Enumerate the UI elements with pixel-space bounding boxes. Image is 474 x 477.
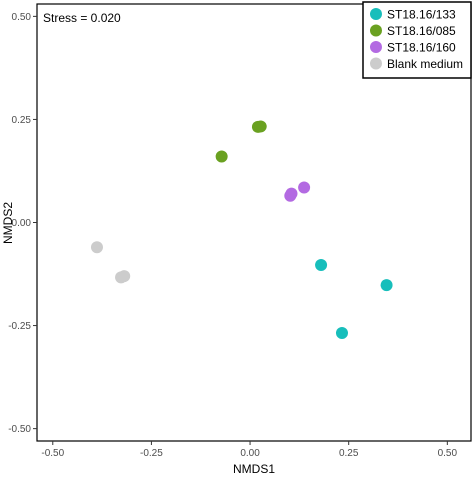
y-axis: -0.50 -0.25 0.00 0.25 0.50 bbox=[8, 12, 37, 435]
data-point bbox=[118, 270, 131, 283]
x-tick-label: -0.50 bbox=[41, 448, 64, 459]
legend-label: ST18.16/133 bbox=[387, 8, 456, 22]
x-tick-label: 0.50 bbox=[438, 448, 458, 459]
data-point bbox=[298, 181, 311, 194]
legend-label: Blank medium bbox=[387, 57, 463, 71]
x-axis-title: NMDS1 bbox=[233, 462, 275, 476]
y-tick-label: -0.50 bbox=[8, 424, 31, 435]
data-point bbox=[90, 241, 103, 254]
legend: ST18.16/133 ST18.16/085 ST18.16/160 Blank m… bbox=[362, 1, 472, 79]
data-point bbox=[254, 120, 267, 133]
data-point bbox=[315, 258, 328, 271]
y-tick-label: -0.25 bbox=[8, 321, 31, 332]
legend-marker bbox=[370, 41, 382, 53]
y-tick-label: 0.25 bbox=[12, 115, 32, 126]
x-tick-label: -0.25 bbox=[140, 448, 163, 459]
legend-marker bbox=[370, 24, 382, 37]
data-point bbox=[335, 326, 348, 339]
legend-marker bbox=[370, 8, 382, 20]
x-axis: -0.50 -0.25 0.00 0.25 0.50 bbox=[41, 441, 457, 459]
y-axis-title: NMDS2 bbox=[1, 202, 15, 244]
data-point bbox=[285, 187, 298, 200]
data-point bbox=[215, 150, 228, 163]
legend-label: ST18.16/085 bbox=[387, 24, 456, 38]
y-tick-label: 0.00 bbox=[12, 218, 32, 229]
data-points bbox=[90, 120, 393, 339]
legend-marker bbox=[370, 57, 382, 70]
stress-annotation: Stress = 0.020 bbox=[43, 11, 121, 25]
y-tick-label: 0.50 bbox=[12, 12, 32, 23]
x-tick-label: 0.25 bbox=[339, 448, 359, 459]
data-point bbox=[380, 279, 393, 292]
x-tick-label: 0.00 bbox=[240, 448, 260, 459]
legend-label: ST18.16/160 bbox=[387, 41, 456, 55]
